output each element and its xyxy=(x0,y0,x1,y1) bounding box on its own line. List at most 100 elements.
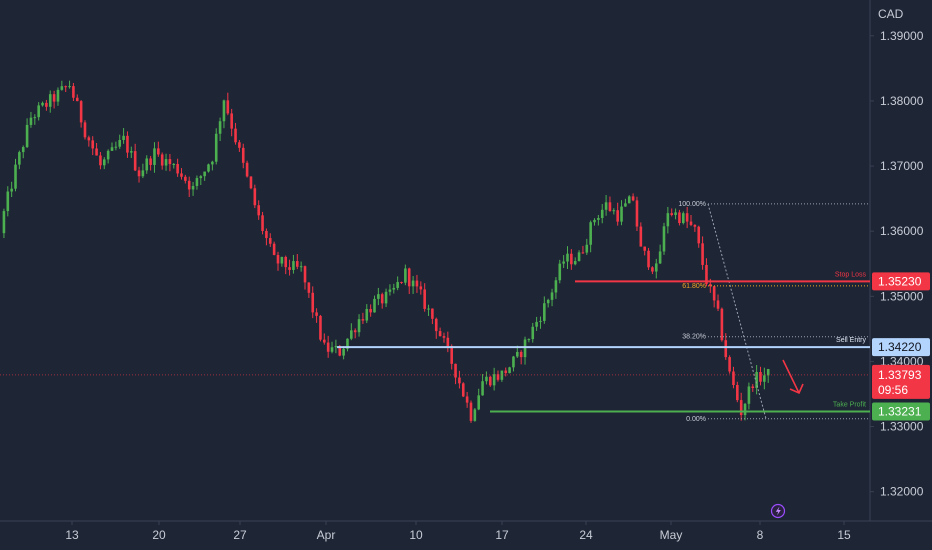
candle xyxy=(346,338,349,352)
candle xyxy=(361,312,365,324)
price-tick-label: 1.36000 xyxy=(880,224,924,238)
candle xyxy=(83,120,87,140)
candle xyxy=(187,176,191,198)
candle xyxy=(342,346,345,360)
bar-countdown: 09:56 xyxy=(878,383,908,397)
candle xyxy=(573,257,577,266)
candle xyxy=(191,181,195,196)
candle xyxy=(411,275,415,294)
candle xyxy=(631,193,635,202)
candle xyxy=(400,281,403,284)
candle xyxy=(527,338,531,343)
time-tick-label: 15 xyxy=(837,528,851,542)
candle xyxy=(323,333,326,345)
candle xyxy=(137,166,141,183)
time-tick-label: 20 xyxy=(152,528,166,542)
candle xyxy=(203,171,206,181)
candle xyxy=(577,250,581,262)
candle xyxy=(612,208,616,215)
candle xyxy=(126,131,129,158)
candle xyxy=(747,382,751,410)
fib-retracement[interactable]: 100.00% 61.80% 38.20% 0.00% xyxy=(678,201,870,423)
candle xyxy=(234,122,237,145)
candle xyxy=(160,152,164,170)
candle xyxy=(230,108,233,137)
candle xyxy=(37,102,40,121)
candle xyxy=(465,391,469,408)
stop-loss-price-badge: 1.35230 xyxy=(872,272,930,291)
candle xyxy=(550,288,554,307)
candle xyxy=(222,99,226,129)
lightning-icon[interactable] xyxy=(770,503,786,519)
candle xyxy=(751,384,755,392)
candle xyxy=(473,407,477,422)
candle xyxy=(211,160,214,171)
candle xyxy=(434,317,438,339)
candle xyxy=(419,281,423,295)
candle xyxy=(295,254,299,270)
candle xyxy=(546,298,550,308)
candle xyxy=(288,259,291,276)
candle xyxy=(122,128,125,144)
candle xyxy=(18,150,21,170)
candle xyxy=(91,136,95,156)
candle xyxy=(616,202,619,226)
candle xyxy=(64,85,67,93)
candle xyxy=(485,371,488,385)
candle xyxy=(392,283,396,294)
candle xyxy=(531,322,535,343)
candle xyxy=(149,155,152,171)
candle xyxy=(353,328,357,339)
candle xyxy=(195,175,199,190)
candle xyxy=(330,341,334,354)
candle xyxy=(662,222,666,255)
last-price-value: 1.33793 xyxy=(878,368,922,382)
candle xyxy=(766,368,770,383)
candle xyxy=(99,151,102,170)
candle xyxy=(249,176,253,190)
candle xyxy=(620,200,623,226)
candle xyxy=(496,370,500,382)
candle xyxy=(299,261,303,272)
candle xyxy=(635,196,639,232)
candle xyxy=(481,374,484,396)
candle xyxy=(674,208,677,220)
candle xyxy=(585,238,589,255)
time-tick-label: 10 xyxy=(409,528,423,542)
candle xyxy=(404,264,407,286)
candle xyxy=(276,251,280,271)
price-tick-label: 1.37000 xyxy=(880,159,924,173)
candle xyxy=(504,367,508,377)
stop-loss-label: Stop Loss xyxy=(835,271,867,278)
candle xyxy=(446,331,450,353)
candle xyxy=(102,157,106,170)
candle xyxy=(311,286,315,319)
candle xyxy=(14,158,17,192)
candle xyxy=(253,184,257,209)
candle xyxy=(79,100,83,128)
candle xyxy=(492,367,496,391)
candle xyxy=(728,355,731,374)
candle xyxy=(319,314,322,342)
candle xyxy=(384,288,388,308)
price-tick-label: 1.38000 xyxy=(880,94,924,108)
candle xyxy=(207,163,210,173)
candle xyxy=(184,174,187,184)
candle xyxy=(45,99,48,111)
candle xyxy=(315,308,318,323)
candle xyxy=(164,153,168,171)
price-tick-label: 1.35000 xyxy=(880,289,924,303)
candle xyxy=(176,158,179,177)
candle xyxy=(56,87,60,106)
candle xyxy=(712,286,716,308)
candle xyxy=(87,135,91,147)
candle xyxy=(268,233,272,247)
candle xyxy=(6,186,10,217)
candle xyxy=(608,196,612,212)
candle xyxy=(697,225,701,248)
candle xyxy=(755,365,758,395)
candle xyxy=(627,195,631,204)
candle xyxy=(199,175,203,185)
